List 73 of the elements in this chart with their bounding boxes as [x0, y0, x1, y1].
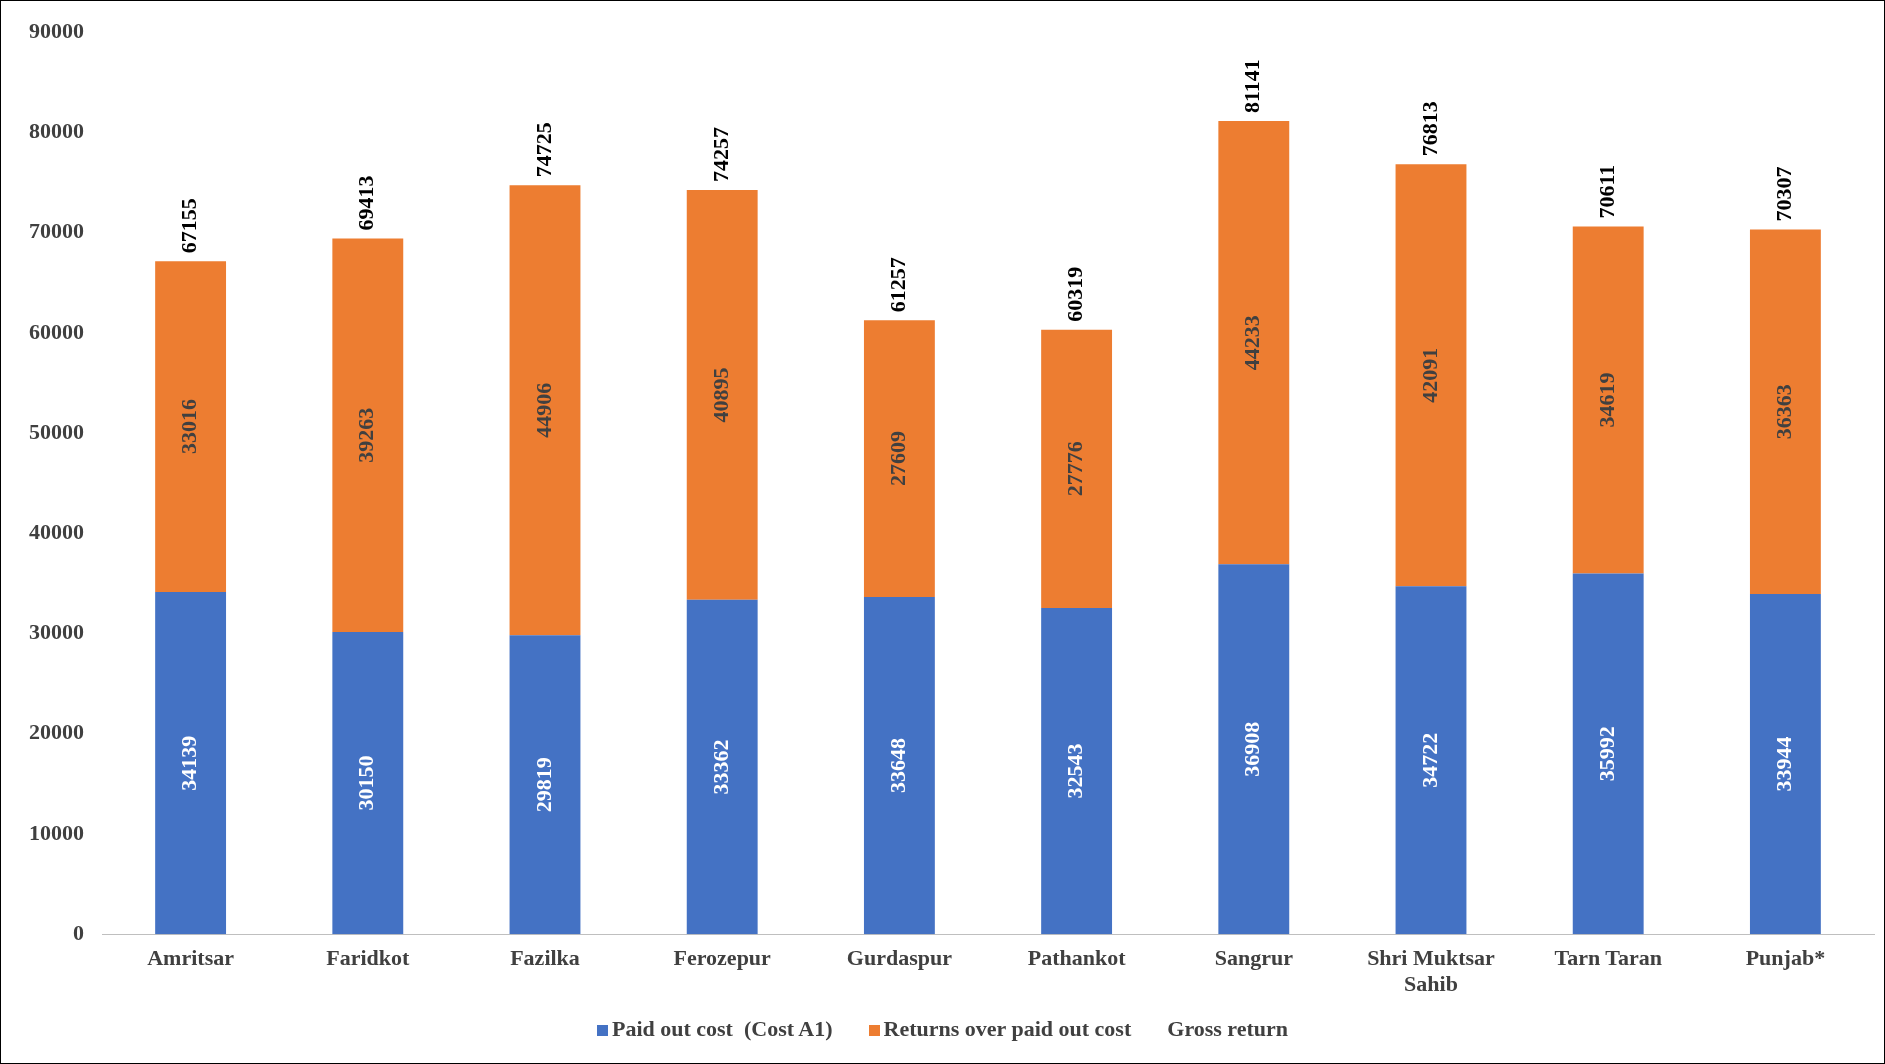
total-label: 70307	[1771, 166, 1797, 222]
data-label: 34722	[1416, 732, 1442, 788]
data-label: 33944	[1771, 736, 1797, 792]
bar	[1395, 586, 1467, 935]
y-tick-label: 50000	[29, 418, 84, 444]
x-tick-label: Ferozepur	[673, 945, 772, 971]
x-tick-label: Sangrur	[1214, 945, 1294, 971]
data-label: 34619	[1593, 372, 1619, 428]
bar	[332, 238, 404, 633]
data-label: 32543	[1062, 743, 1088, 799]
y-tick-label: 10000	[29, 819, 84, 845]
total-label: 61257	[885, 257, 911, 313]
data-label: 27609	[885, 431, 911, 487]
total-label: 69413	[353, 175, 379, 231]
bar	[1395, 164, 1467, 587]
bar	[1572, 226, 1644, 574]
x-tick-label: Tarn Taran	[1554, 945, 1662, 971]
legend-label: Paid out cost (Cost A1)	[610, 1016, 833, 1041]
y-tick-label: 90000	[29, 17, 84, 43]
x-tick-label: Shri Muktsar Sahib	[1367, 945, 1496, 997]
bar	[1749, 594, 1821, 935]
bar	[863, 320, 935, 597]
total-label: 76813	[1416, 101, 1442, 157]
x-tick-label: Amritsar	[147, 945, 235, 971]
x-tick-label: Punjab*	[1745, 945, 1826, 971]
bar	[155, 592, 227, 935]
bar	[509, 635, 581, 935]
data-label: 33016	[176, 399, 202, 455]
bar	[509, 185, 581, 636]
y-tick-label: 20000	[29, 719, 84, 745]
y-tick-label: 0	[73, 919, 84, 945]
text: Gross return	[1167, 1016, 1289, 1041]
data-label: 44906	[530, 382, 556, 438]
bar	[1572, 573, 1644, 935]
data-label: 39263	[353, 407, 379, 463]
data-label: 33648	[885, 738, 911, 794]
y-tick-label: 60000	[29, 318, 84, 344]
data-label: 36908	[1239, 721, 1265, 777]
legend-label: Returns over paid out cost	[882, 1016, 1132, 1041]
data-label: 36363	[1771, 384, 1797, 440]
y-tick-label: 70000	[29, 218, 84, 244]
total-label: 74725	[530, 122, 556, 178]
y-tick-label: 30000	[29, 619, 84, 645]
data-label: 33362	[707, 739, 733, 795]
data-label: 30150	[353, 755, 379, 811]
total-label: 67155	[176, 198, 202, 254]
x-tick-label: Pathankot	[1027, 945, 1127, 971]
bar	[1041, 608, 1113, 935]
bar	[1041, 329, 1113, 609]
data-label: 34139	[176, 735, 202, 791]
x-tick-label: Faridkot	[326, 945, 411, 971]
total-label: 74257	[707, 126, 733, 182]
bar	[1218, 120, 1290, 565]
data-label: 29819	[530, 757, 556, 813]
bar	[1749, 229, 1821, 595]
y-tick-label: 80000	[29, 118, 84, 144]
data-label: 42091	[1416, 347, 1442, 403]
bar	[155, 261, 227, 593]
bar	[686, 599, 758, 935]
bar	[1218, 564, 1290, 935]
total-label: 60319	[1062, 266, 1088, 322]
x-tick-label: Gurdaspur	[846, 945, 953, 971]
data-label: 44233	[1239, 315, 1265, 371]
data-label: 35992	[1593, 726, 1619, 782]
data-label: 27776	[1062, 441, 1088, 497]
bar	[332, 632, 404, 935]
total-label: 70611	[1593, 164, 1619, 219]
data-label: 40895	[707, 367, 733, 423]
x-tick-label: Fazilka	[510, 945, 580, 971]
bar	[863, 596, 935, 935]
bar	[686, 189, 758, 600]
total-label: 81141	[1239, 59, 1265, 113]
y-tick-label: 40000	[29, 519, 84, 544]
